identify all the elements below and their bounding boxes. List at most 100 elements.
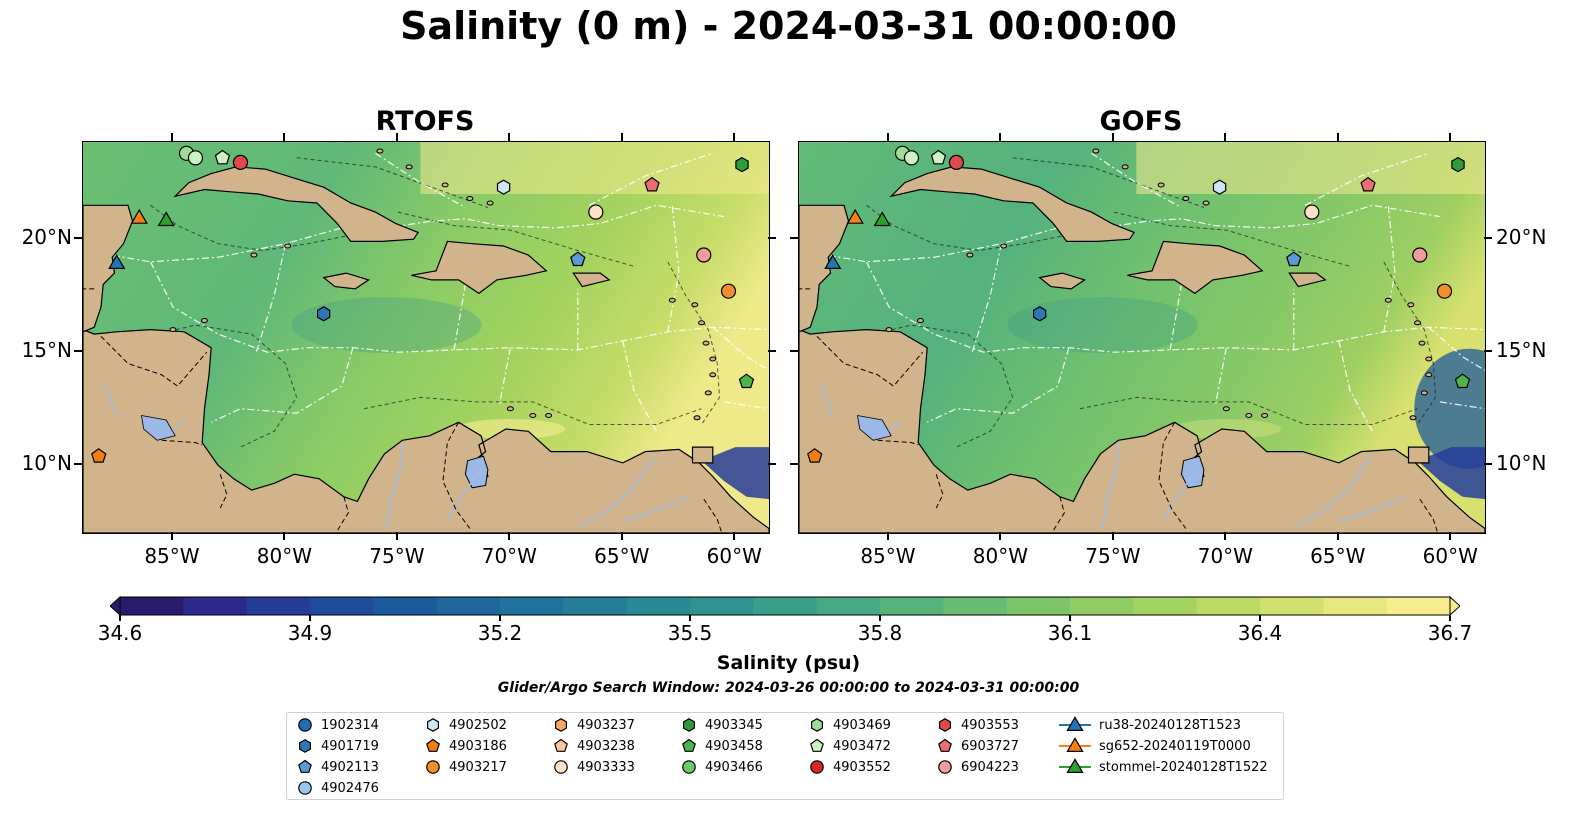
gofs-marker-circle [1304,204,1320,220]
gofs-marker-pentagon [807,448,823,463]
legend-pentagon-icon [298,759,312,773]
colorbar-extend-max [1449,595,1460,617]
legend-item: 1902314 [297,715,379,735]
rtofs-lon-label: 60°W [706,544,762,568]
legend-circle-icon [554,760,568,774]
salinity-colorbar [110,595,1460,617]
legend-item: 4903552 [809,757,891,777]
legend-circle-icon [682,760,696,774]
colorbar-tick-label: 36.7 [1427,621,1473,645]
legend-label: 6904223 [961,759,1019,775]
rtofs-lat-tick-left [74,463,82,466]
rtofs-marker-hexagon [496,179,511,195]
rtofs-lon-tick-top [395,133,398,141]
rtofs-marker-pentagon [738,373,755,389]
rtofs-lon-tick-top [620,133,623,141]
lat-label-left: 20°N [21,225,72,250]
legend-label: 4903186 [449,738,507,754]
colorbar-segment [1260,597,1324,615]
gofs-marker-circle [1436,283,1453,299]
rtofs-lat-tick-left [74,237,82,240]
rtofs-lon-tick [620,532,623,540]
rtofs-lat-tick-right [768,350,776,353]
rtofs-marker-pentagon [214,149,231,165]
figure-title: Salinity (0 m) - 2024-03-31 00:00:00 [400,4,1177,48]
colorbar-tick [119,615,121,621]
legend-item: 4902476 [297,778,379,798]
rtofs-lon-label: 85°W [144,544,200,568]
rtofs-lon-tick [508,532,511,540]
lat-label-left: 15°N [21,338,72,363]
colorbar-segment [880,597,944,615]
legend-item: 4903217 [425,757,507,777]
legend-label: 6903727 [961,738,1019,754]
rtofs-lon-tick-top [170,133,173,141]
lat-label-right: 20°N [1496,225,1547,250]
legend-item: 4903345 [681,715,763,735]
legend-label: 4901719 [321,738,379,754]
legend-item: 4903186 [425,736,507,756]
colorbar-segment [120,597,184,615]
colorbar-tick-label: 34.6 [97,621,143,645]
legend-item: 4903238 [553,736,635,756]
colorbar-tick [309,615,311,621]
rtofs-marker-hexagon [317,306,331,322]
legend-label: sg652-20240119T0000 [1099,738,1251,754]
rtofs-panel-title: RTOFS [375,106,475,137]
colorbar-tick-label: 36.1 [1047,621,1093,645]
gofs-lon-tick-top [1449,133,1452,141]
legend-pentagon-icon [682,738,696,752]
rtofs-lon-label: 80°W [256,544,313,568]
gofs-lat-tick-right [1484,350,1492,353]
legend-label: 4903552 [833,759,891,775]
lat-label-left: 10°N [21,451,72,476]
legend-triangle-icon [1059,716,1091,731]
colorbar-segment [563,597,628,615]
colorbar-segment [1323,597,1388,615]
gofs-lon-tick-top [1111,133,1114,141]
gofs-lon-label: 85°W [860,544,916,568]
gofs-lon-tick-top [1336,133,1339,141]
legend-item: 4903472 [809,736,891,756]
rtofs-marker-circle [232,154,249,170]
colorbar-tick [689,615,691,621]
gofs-marker-hexagon [1033,306,1047,322]
colorbar-tick-label: 36.4 [1237,621,1283,645]
legend-pentagon-icon [554,738,568,752]
colorbar-extend-min [110,595,121,617]
gofs-lat-tick-left [790,350,798,353]
colorbar-segment [690,597,754,615]
gofs-lat-tick-right [1484,463,1492,466]
rtofs-lon-tick [170,532,173,540]
gofs-marker-pentagon [930,149,947,165]
colorbar-segment [246,597,311,615]
legend-label: 4903472 [833,738,891,754]
legend-item: 4903458 [681,736,763,756]
gofs-lon-tick [1336,532,1339,540]
legend-item: sg652-20240119T0000 [1059,736,1251,756]
gofs-lon-tick [999,532,1002,540]
legend-item: 4903469 [809,715,891,735]
rtofs-lat-tick-left [74,350,82,353]
legend-circle-icon [426,760,440,774]
legend-label: 4903345 [705,717,763,733]
legend-item: 4903237 [553,715,635,735]
gofs-lat-tick-right [1484,237,1492,240]
legend-item: 4903466 [681,757,763,777]
rtofs-lon-label: 70°W [481,544,537,568]
gofs-marker-triangle [873,211,891,227]
legend-label: ru38-20240128T1523 [1099,717,1242,733]
legend-pentagon-icon [810,738,824,752]
gofs-lon-label: 70°W [1197,544,1253,568]
colorbar-segment [1070,597,1134,615]
legend-item: ru38-20240128T1523 [1059,715,1241,735]
gofs-lon-label: 80°W [972,544,1029,568]
legend-circle-icon [810,760,824,774]
gofs-marker-hexagon [1451,156,1465,173]
gofs-lon-tick [1111,532,1114,540]
rtofs-marker-circle [696,247,712,263]
colorbar-label: Salinity (psu) [716,652,861,674]
colorbar-segment [373,597,438,615]
colorbar-segment [310,597,374,615]
legend-item: 6904223 [937,757,1019,777]
